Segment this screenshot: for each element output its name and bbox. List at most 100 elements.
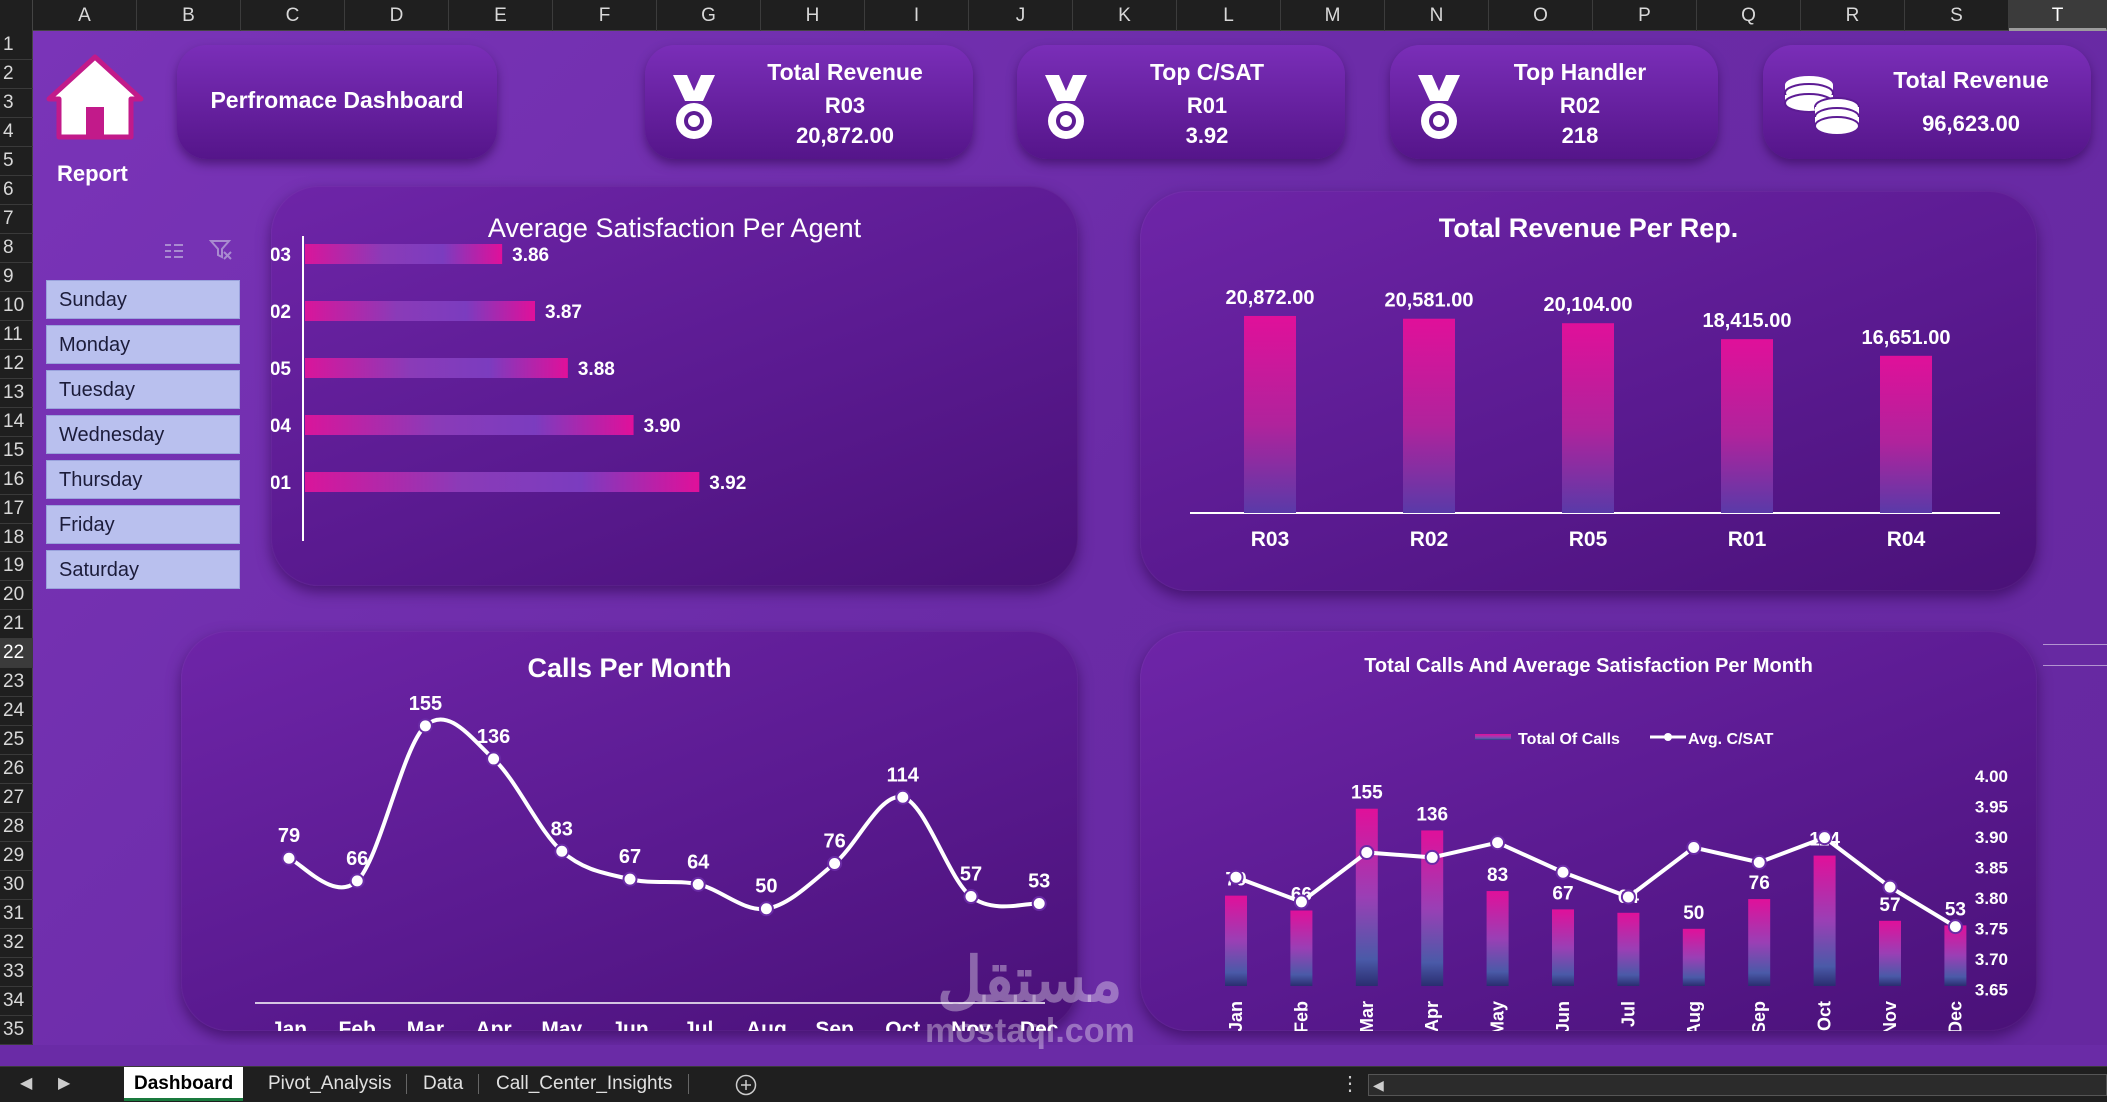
column-header-b[interactable]: B (137, 0, 241, 31)
row-header-5[interactable]: 5 (0, 147, 33, 176)
category-label: Mar (407, 1018, 444, 1031)
column-header-n[interactable]: N (1385, 0, 1489, 31)
data-label: 114 (887, 764, 920, 786)
bar-r02 (1403, 318, 1455, 513)
row-header-15[interactable]: 15 (0, 437, 33, 466)
row-header-34[interactable]: 34 (0, 987, 33, 1017)
row-header-29[interactable]: 29 (0, 842, 33, 872)
select-all-corner[interactable] (0, 0, 33, 31)
row-header-18[interactable]: 18 (0, 524, 33, 553)
row-header-3[interactable]: 3 (0, 89, 33, 118)
data-label: 67 (619, 846, 641, 868)
column-header-c[interactable]: C (241, 0, 345, 31)
scroll-right-icon[interactable]: ▶ (58, 1075, 71, 1092)
row-header-2[interactable]: 2 (0, 60, 33, 89)
category-label: Jul (683, 1018, 713, 1031)
tab-dashboard[interactable]: Dashboard (124, 1067, 244, 1101)
row-header-27[interactable]: 27 (0, 784, 33, 814)
bar-mar (1355, 808, 1378, 986)
column-header-i[interactable]: I (865, 0, 969, 31)
row-header-17[interactable]: 17 (0, 495, 33, 524)
tab-pivot-analysis[interactable]: Pivot_Analysis (268, 1073, 392, 1094)
column-header-s[interactable]: S (1905, 0, 2009, 31)
category-label: R02 (271, 302, 291, 323)
home-icon[interactable] (45, 51, 145, 141)
row-header-25[interactable]: 25 (0, 726, 33, 756)
slicer-item-monday[interactable]: Monday (46, 325, 240, 364)
csat-point-jun (1555, 864, 1571, 880)
row-header-16[interactable]: 16 (0, 466, 33, 495)
kpi-value: 218 (1561, 123, 1599, 148)
row-header-13[interactable]: 13 (0, 379, 33, 408)
row-header-33[interactable]: 33 (0, 958, 33, 988)
column-header-j[interactable]: J (969, 0, 1073, 31)
row-header-8[interactable]: 8 (0, 234, 33, 263)
column-header-m[interactable]: M (1281, 0, 1385, 31)
column-header-t[interactable]: T (2009, 0, 2107, 31)
column-header-o[interactable]: O (1489, 0, 1593, 31)
clear-filter-icon[interactable] (209, 239, 233, 261)
kpi-value: 20,872.00 (796, 123, 894, 148)
row-header-22[interactable]: 22 (0, 639, 33, 669)
slicer-item-saturday[interactable]: Saturday (46, 550, 240, 589)
category-label: Mar (1357, 1001, 1377, 1031)
slicer-item-tuesday[interactable]: Tuesday (46, 370, 240, 409)
category-label: Aug (746, 1018, 787, 1031)
coins-icon (1784, 76, 1860, 136)
slicer-item-sunday[interactable]: Sunday (46, 280, 240, 319)
horizontal-scrollbar[interactable]: ◀ (1368, 1074, 2107, 1096)
multi-select-icon[interactable] (163, 241, 185, 261)
column-header-g[interactable]: G (657, 0, 761, 31)
row-header-1[interactable]: 1 (0, 31, 33, 60)
row-header-6[interactable]: 6 (0, 176, 33, 205)
category-label: Nov (951, 1018, 991, 1031)
scrollbar-left-arrow-icon[interactable]: ◀ (1373, 1077, 1384, 1093)
add-sheet-icon[interactable] (735, 1074, 757, 1096)
row-header-35[interactable]: 35 (0, 1016, 33, 1045)
column-header-q[interactable]: Q (1697, 0, 1801, 31)
row-header-21[interactable]: 21 (0, 610, 33, 640)
column-header-p[interactable]: P (1593, 0, 1697, 31)
chart-calls-and-csat: Total Of Calls Avg. C/SAT 4.00 3.95 3.90 3.85… (1225, 731, 2008, 1031)
column-header-r[interactable]: R (1801, 0, 1905, 31)
row-header-32[interactable]: 32 (0, 929, 33, 959)
column-header-e[interactable]: E (449, 0, 553, 31)
row-header-4[interactable]: 4 (0, 118, 33, 147)
slicer-item-thursday[interactable]: Thursday (46, 460, 240, 499)
row-header-11[interactable]: 11 (0, 321, 33, 350)
point-nov (963, 889, 979, 905)
tab-data[interactable]: Data (423, 1073, 464, 1094)
bar-r04 (305, 415, 634, 435)
slicer-item-friday[interactable]: Friday (46, 505, 240, 544)
row-header-23[interactable]: 23 (0, 668, 33, 698)
category-label: May (1488, 1001, 1508, 1031)
more-options-icon[interactable]: ⋮ (1340, 1073, 1360, 1095)
bar-jan (1225, 895, 1247, 986)
tab-call-center-insights[interactable]: Call_Center_Insights (496, 1073, 673, 1094)
column-header-l[interactable]: L (1177, 0, 1281, 31)
column-header-h[interactable]: H (761, 0, 865, 31)
row-header-19[interactable]: 19 (0, 552, 33, 582)
row-header-28[interactable]: 28 (0, 813, 33, 843)
column-header-k[interactable]: K (1073, 0, 1177, 31)
column-header-d[interactable]: D (345, 0, 449, 31)
scroll-left-icon[interactable]: ◀ (20, 1075, 33, 1092)
row-header-24[interactable]: 24 (0, 697, 33, 727)
row-header-31[interactable]: 31 (0, 900, 33, 930)
slicer-item-wednesday[interactable]: Wednesday (46, 415, 240, 454)
kpi-rep: R03 (824, 93, 866, 118)
row-header-10[interactable]: 10 (0, 292, 33, 321)
point-jul (690, 876, 706, 892)
row-header-30[interactable]: 30 (0, 871, 33, 901)
row-header-9[interactable]: 9 (0, 263, 33, 292)
y2-tick-label: 4.00 (1975, 767, 2008, 786)
row-header-7[interactable]: 7 (0, 205, 33, 234)
kpi-title: Total Revenue (767, 59, 923, 85)
column-header-a[interactable]: A (33, 0, 137, 31)
kpi-value: 96,623.00 (1922, 111, 2020, 136)
row-header-20[interactable]: 20 (0, 581, 33, 611)
column-header-f[interactable]: F (553, 0, 657, 31)
row-header-12[interactable]: 12 (0, 350, 33, 379)
row-header-14[interactable]: 14 (0, 408, 33, 437)
row-header-26[interactable]: 26 (0, 755, 33, 785)
